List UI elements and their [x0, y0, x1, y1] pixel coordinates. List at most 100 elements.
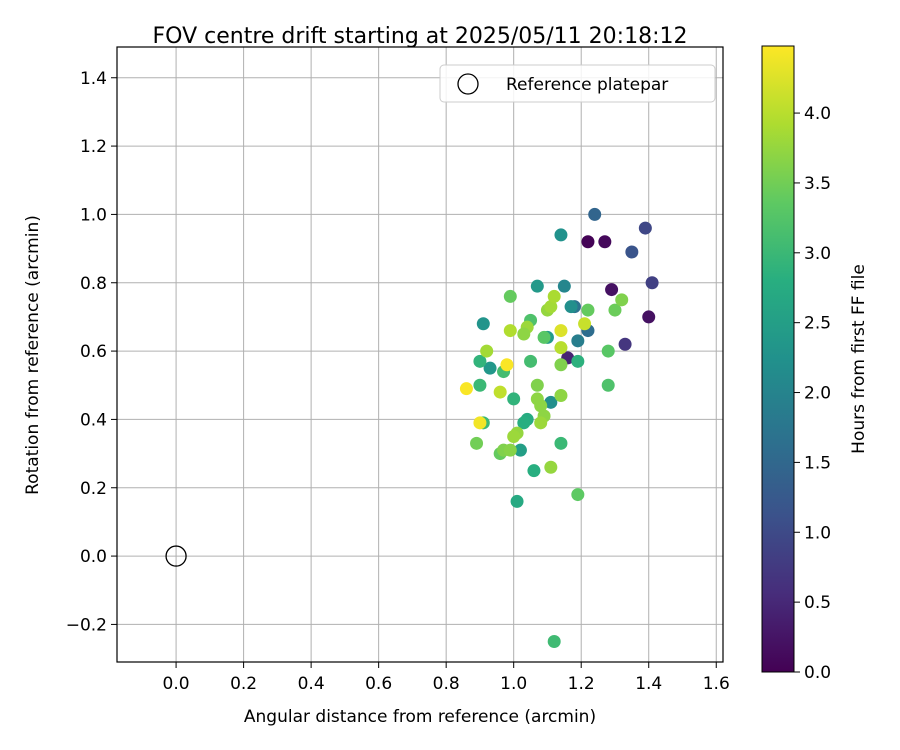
- data-point: [530, 279, 544, 293]
- data-point: [544, 395, 558, 409]
- colorbar-label: Hours from first FF file: [849, 264, 869, 454]
- data-point: [530, 378, 544, 392]
- x-tick-label: 1.4: [635, 674, 662, 694]
- data-point: [581, 235, 595, 249]
- data-point: [524, 354, 538, 368]
- data-point: [638, 221, 652, 235]
- data-point: [534, 416, 548, 430]
- data-point: [507, 392, 521, 406]
- data-point: [554, 228, 568, 242]
- data-point: [601, 378, 615, 392]
- data-point: [517, 416, 531, 430]
- y-tick-label: 1.4: [80, 69, 107, 89]
- data-point: [544, 300, 558, 314]
- data-point: [513, 443, 527, 457]
- reference-platepar-marker: [165, 545, 187, 567]
- colorbar-tick-label: 3.5: [804, 174, 831, 194]
- data-point: [615, 293, 629, 307]
- data-point: [503, 443, 517, 457]
- x-tick-label: 0.4: [298, 674, 325, 694]
- x-axis-ticks: 0.0 0.2 0.4 0.6 0.8 1.0 1.2 1.4 1.6: [163, 662, 730, 694]
- data-point: [537, 330, 551, 344]
- data-point: [503, 289, 517, 303]
- x-tick-label: 1.0: [500, 674, 527, 694]
- y-tick-label: 0.8: [80, 274, 107, 294]
- data-point: [571, 354, 585, 368]
- data-point: [473, 416, 487, 430]
- y-tick-label: 1.0: [80, 205, 107, 225]
- data-point: [625, 245, 639, 259]
- data-point: [517, 327, 531, 341]
- data-point: [571, 488, 585, 502]
- data-point: [554, 324, 568, 338]
- data-point: [618, 337, 632, 351]
- data-point: [470, 436, 484, 450]
- reference-marker-layer: [165, 545, 187, 567]
- data-point: [571, 334, 585, 348]
- data-point: [554, 358, 568, 372]
- data-point: [608, 303, 622, 317]
- data-point: [500, 358, 514, 372]
- legend-label: Reference platepar: [506, 75, 668, 95]
- data-point: [493, 385, 507, 399]
- x-tick-label: 1.2: [568, 674, 595, 694]
- data-point: [564, 300, 578, 314]
- data-point: [598, 235, 612, 249]
- y-axis-ticks: −0.2 0.0 0.2 0.4 0.6 0.8 1.0 1.2 1.4: [66, 69, 117, 635]
- data-point: [601, 344, 615, 358]
- colorbar-ticks: 0.0 0.5 1.0 1.5 2.0 2.5 3.0 3.5 4.0: [794, 104, 831, 683]
- data-point: [507, 430, 521, 443]
- data-points: [459, 207, 659, 648]
- y-axis-label: Rotation from reference (arcmin): [23, 215, 43, 495]
- data-point: [544, 460, 558, 474]
- colorbar-tick-label: 4.0: [804, 104, 831, 124]
- x-axis-label: Angular distance from reference (arcmin): [244, 707, 596, 727]
- data-point: [480, 344, 494, 358]
- colorbar-tick-label: 0.5: [804, 593, 831, 613]
- y-tick-label: 0.4: [80, 410, 107, 430]
- x-tick-label: 0.6: [365, 674, 392, 694]
- data-point: [476, 317, 490, 331]
- data-point: [554, 389, 568, 402]
- plot-frame: [116, 46, 724, 663]
- x-tick-label: 1.6: [703, 674, 730, 694]
- data-point: [554, 436, 568, 450]
- data-point: [588, 207, 602, 221]
- data-point: [473, 378, 487, 392]
- legend-open-circle-icon: [457, 73, 479, 95]
- grid: [117, 47, 723, 662]
- data-point: [605, 283, 619, 297]
- colorbar-tick-label: 1.5: [804, 453, 831, 473]
- legend-box: [439, 64, 716, 103]
- x-tick-label: 0.0: [163, 674, 190, 694]
- data-point: [510, 494, 524, 508]
- data-point: [557, 279, 571, 293]
- y-tick-label: −0.2: [66, 615, 107, 635]
- colorbar-tick-label: 2.5: [804, 314, 831, 334]
- data-point: [473, 354, 487, 368]
- x-tick-label: 0.8: [433, 674, 460, 694]
- colorbar: [761, 45, 795, 673]
- data-point: [534, 399, 548, 413]
- data-point: [547, 635, 561, 648]
- chart-title: FOV centre drift starting at 2025/05/11 …: [153, 24, 688, 49]
- data-point: [527, 464, 541, 478]
- data-point: [459, 382, 473, 396]
- y-tick-label: 0.0: [80, 547, 107, 567]
- data-point: [554, 341, 568, 355]
- data-point: [547, 289, 561, 303]
- y-tick-label: 1.2: [80, 137, 107, 157]
- data-point: [578, 317, 592, 331]
- data-point: [581, 303, 595, 317]
- y-tick-label: 0.6: [80, 342, 107, 362]
- data-point: [503, 324, 517, 338]
- legend: Reference platepar: [439, 64, 716, 103]
- y-tick-label: 0.2: [80, 479, 107, 499]
- colorbar-tick-label: 3.0: [804, 244, 831, 264]
- data-point: [483, 361, 497, 375]
- data-point: [642, 310, 656, 324]
- data-point: [645, 276, 659, 290]
- x-tick-label: 0.2: [230, 674, 257, 694]
- colorbar-tick-label: 0.0: [804, 663, 831, 683]
